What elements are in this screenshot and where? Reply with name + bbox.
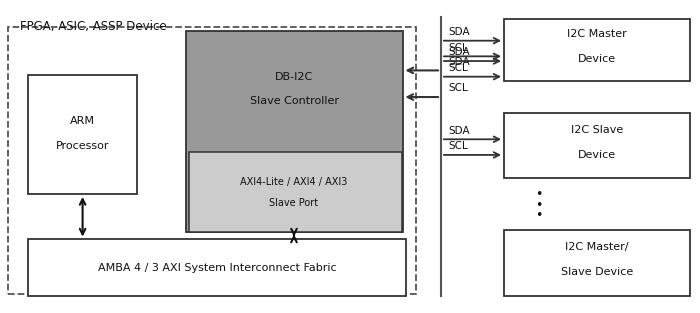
Text: Device: Device <box>578 54 616 64</box>
Text: SCL: SCL <box>448 141 468 151</box>
Text: •: • <box>536 209 542 223</box>
Text: SDA: SDA <box>448 27 470 37</box>
Text: •: • <box>536 187 542 201</box>
Text: SDA: SDA <box>448 47 470 57</box>
Bar <box>8 27 416 294</box>
Text: I2C Master: I2C Master <box>567 29 627 39</box>
Text: DB-I2C: DB-I2C <box>275 73 313 82</box>
Text: Slave Port: Slave Port <box>270 198 318 208</box>
Text: AXI4-Lite / AXI4 / AXI3: AXI4-Lite / AXI4 / AXI3 <box>240 177 348 187</box>
Bar <box>186 31 402 232</box>
Bar <box>28 239 406 296</box>
Text: Slave Controller: Slave Controller <box>249 96 339 106</box>
Text: SDA: SDA <box>448 126 470 136</box>
Bar <box>504 19 690 81</box>
Text: FPGA, ASIC, ASSP Device: FPGA, ASIC, ASSP Device <box>20 20 166 33</box>
Bar <box>504 230 690 296</box>
Text: Device: Device <box>578 150 616 160</box>
Text: I2C Slave: I2C Slave <box>571 125 623 135</box>
Bar <box>189 152 402 232</box>
Text: I2C Master/: I2C Master/ <box>566 242 629 252</box>
Text: •: • <box>536 198 542 212</box>
Text: ARM: ARM <box>70 115 95 126</box>
Text: Processor: Processor <box>56 141 109 151</box>
Text: SCL: SCL <box>448 63 468 73</box>
Bar <box>504 113 690 178</box>
Text: SDA: SDA <box>448 57 470 67</box>
Text: SCL: SCL <box>448 83 468 93</box>
Text: AMBA 4 / 3 AXI System Interconnect Fabric: AMBA 4 / 3 AXI System Interconnect Fabri… <box>98 263 336 273</box>
Text: Slave Device: Slave Device <box>561 267 634 277</box>
Bar <box>28 75 136 194</box>
Text: SCL: SCL <box>448 43 468 53</box>
